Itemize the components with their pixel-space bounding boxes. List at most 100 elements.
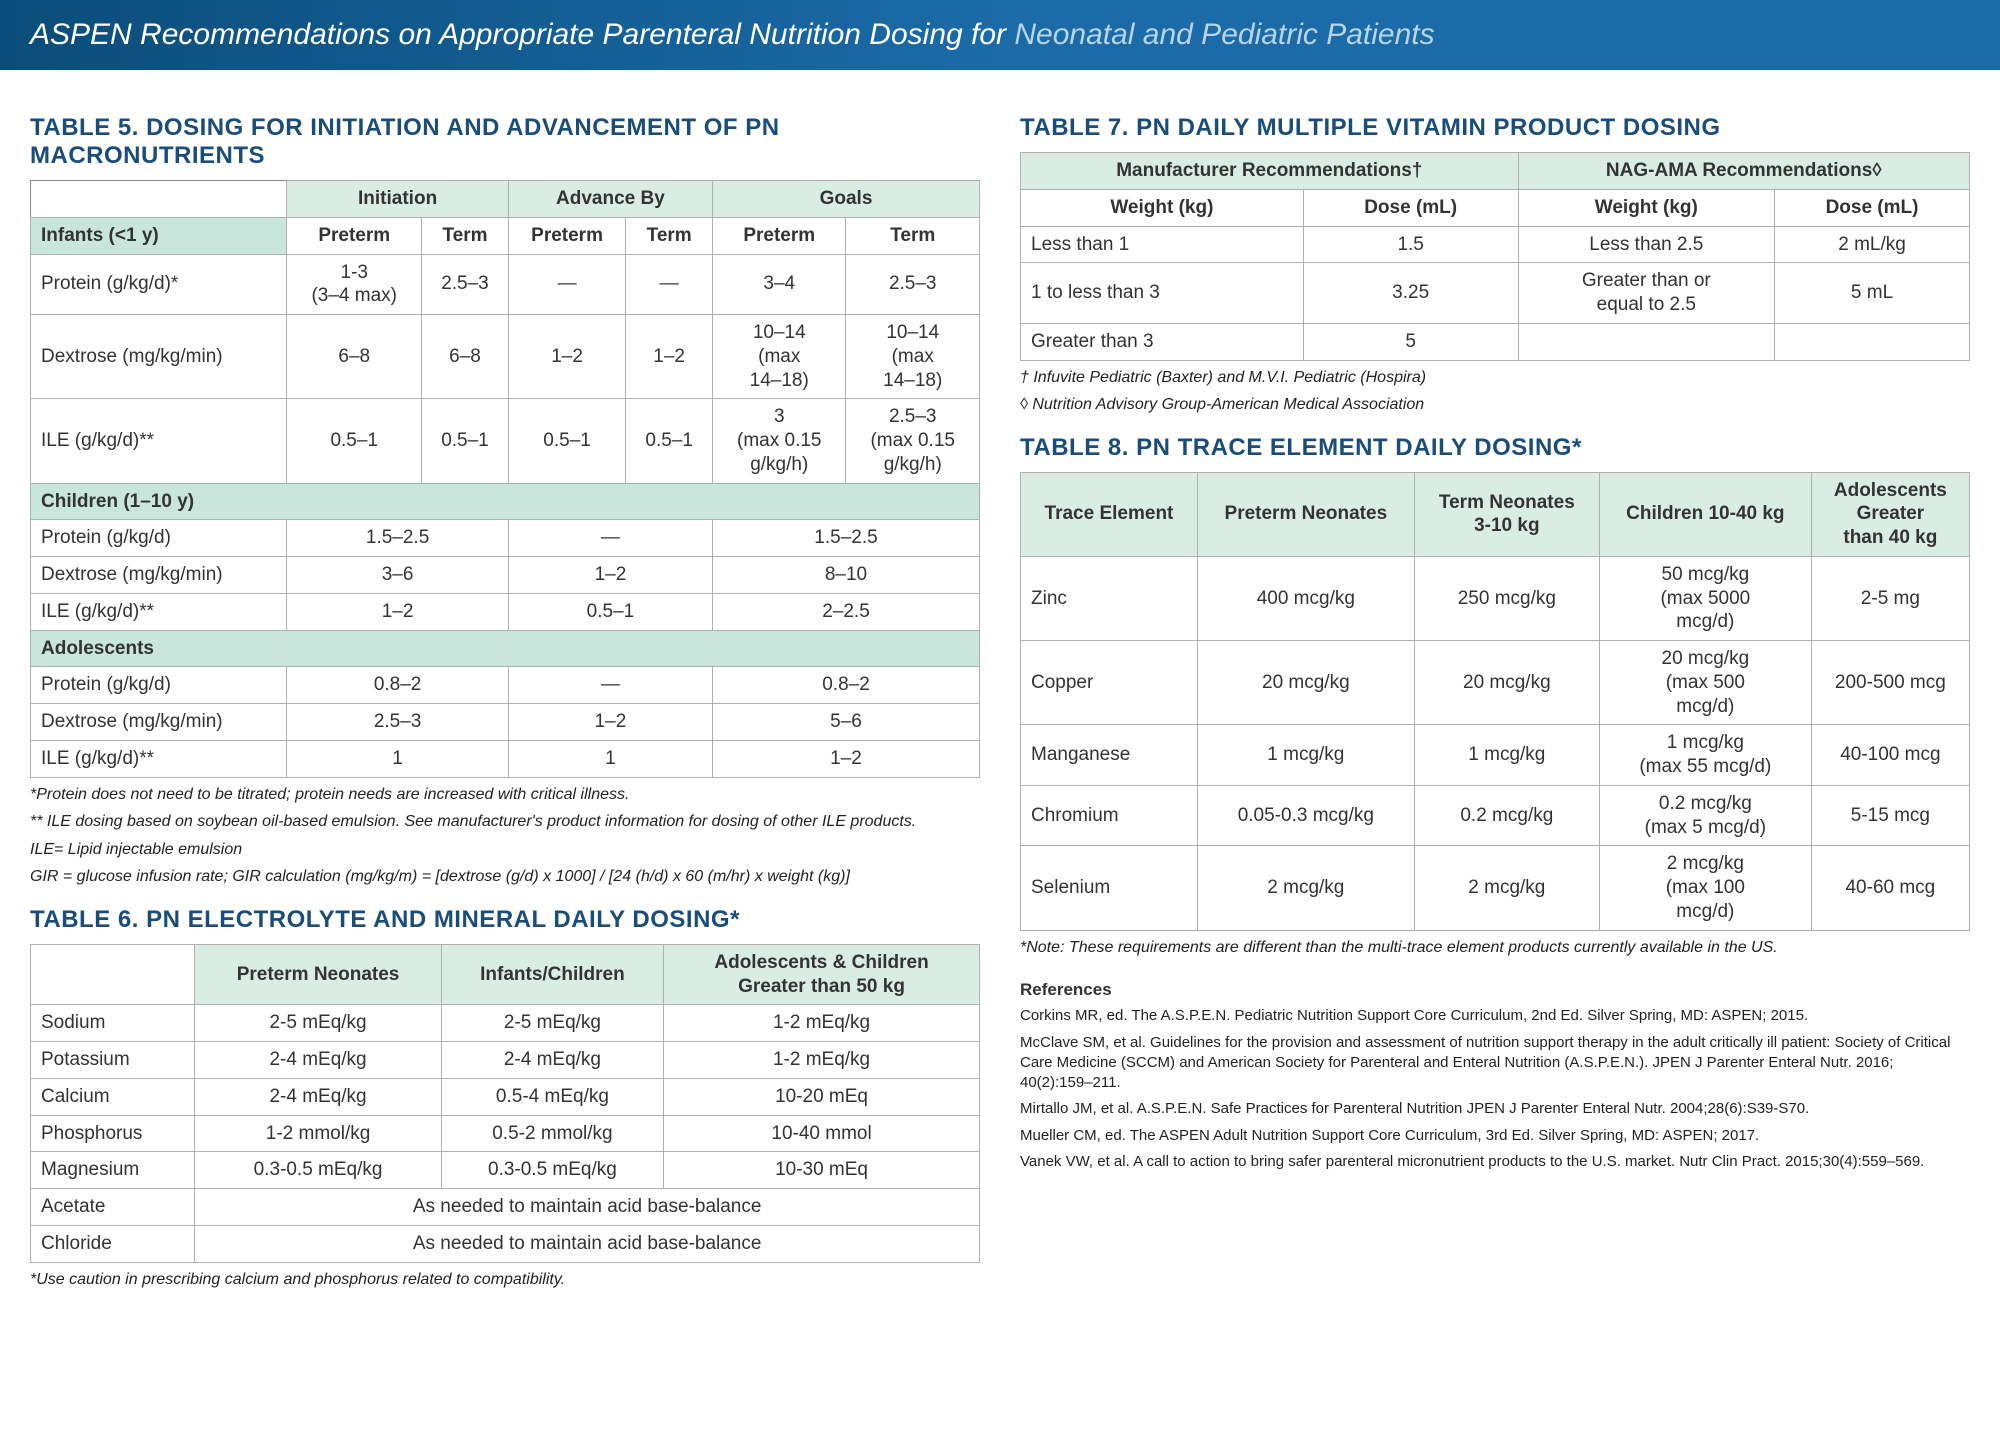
table-cell: 10–14(max14–18): [846, 315, 980, 399]
reference-item: Vanek VW, et al. A call to action to bri…: [1020, 1152, 1970, 1172]
footnote: ◊ Nutrition Advisory Group-American Medi…: [1020, 394, 1970, 416]
footnote: † Infuvite Pediatric (Baxter) and M.V.I.…: [1020, 367, 1970, 389]
table-cell: 250 mcg/kg: [1414, 556, 1599, 640]
references-title: References: [1020, 980, 1970, 1000]
table-cell: 2-4 mEq/kg: [195, 1042, 441, 1079]
table-cell: 0.05-0.3 mcg/kg: [1197, 785, 1414, 846]
table-cell: 2 mL/kg: [1775, 226, 1970, 263]
table-row-label: Magnesium: [31, 1152, 195, 1189]
table-cell: 1–2: [713, 740, 980, 777]
table-cell: 2–2.5: [713, 593, 980, 630]
table-cell: 1-2 mEq/kg: [664, 1005, 980, 1042]
table-cell: 2.5–3: [287, 704, 509, 741]
table-cell: 6–8: [422, 315, 509, 399]
table-cell: 2.5–3: [846, 254, 980, 315]
t5-group-1: Advance By: [508, 181, 712, 218]
table-row-label: Sodium: [31, 1005, 195, 1042]
table-cell: 20 mcg/kg: [1197, 641, 1414, 725]
t5-sec2: Adolescents: [31, 630, 980, 667]
table-row-label: Protein (g/kg/d): [31, 667, 287, 704]
col-header: Children 10-40 kg: [1599, 472, 1811, 556]
table-cell: 40-60 mcg: [1811, 846, 1969, 930]
table-cell: 1–2: [508, 557, 712, 594]
table-cell: 5-15 mcg: [1811, 785, 1969, 846]
table8-title: TABLE 8. PN TRACE ELEMENT DAILY DOSING*: [1020, 434, 1970, 462]
table-row-label: Protein (g/kg/d): [31, 520, 287, 557]
table-cell: 400 mcg/kg: [1197, 556, 1414, 640]
table-row-label: ILE (g/kg/d)**: [31, 399, 287, 483]
table-row-label: Chloride: [31, 1225, 195, 1262]
col-header: Trace Element: [1021, 472, 1198, 556]
table-cell: 5–6: [713, 704, 980, 741]
table-cell: 20 mcg/kg: [1414, 641, 1599, 725]
table-cell: 10–14(max14–18): [713, 315, 846, 399]
right-column: TABLE 7. PN DAILY MULTIPLE VITAMIN PRODU…: [1020, 96, 1970, 1290]
table6-title: TABLE 6. PN ELECTROLYTE AND MINERAL DAIL…: [30, 906, 980, 934]
table-cell: 0.3-0.5 mEq/kg: [195, 1152, 441, 1189]
table-cell: 5: [1303, 323, 1518, 360]
table-row-label: Selenium: [1021, 846, 1198, 930]
table-cell: 1.5–2.5: [287, 520, 509, 557]
table-cell: 1–2: [287, 593, 509, 630]
table-cell: 50 mcg/kg(max 5000mcg/d): [1599, 556, 1811, 640]
footnote: *Protein does not need to be titrated; p…: [30, 784, 980, 806]
col-header: Preterm Neonates: [1197, 472, 1414, 556]
footnote: GIR = glucose infusion rate; GIR calcula…: [30, 866, 980, 888]
table-cell: 2.5–3(max 0.15g/kg/h): [846, 399, 980, 483]
reference-item: McClave SM, et al. Guidelines for the pr…: [1020, 1033, 1970, 1094]
table-cell: 2 mcg/kg(max 100mcg/d): [1599, 846, 1811, 930]
table-cell: 3(max 0.15g/kg/h): [713, 399, 846, 483]
references-list: Corkins MR, ed. The A.S.P.E.N. Pediatric…: [1020, 1006, 1970, 1172]
header-main: ASPEN Recommendations on Appropriate Par…: [30, 18, 1014, 51]
col-header: Infants/Children: [441, 944, 663, 1005]
table-cell: 40-100 mcg: [1811, 725, 1969, 786]
table-row-label: ILE (g/kg/d)**: [31, 740, 287, 777]
t6-footnote: *Use caution in prescribing calcium and …: [30, 1269, 980, 1291]
table-cell: 2-5 mEq/kg: [195, 1005, 441, 1042]
table-cell: Less than 1: [1021, 226, 1304, 263]
table-cell: 0.2 mcg/kg: [1414, 785, 1599, 846]
table-cell: 2-5 mg: [1811, 556, 1969, 640]
table5: Initiation Advance By Goals Infants (<1 …: [30, 180, 980, 778]
table-row-label: Dextrose (mg/kg/min): [31, 557, 287, 594]
table-row-label: Copper: [1021, 641, 1198, 725]
t7-g1: NAG-AMA Recommendations◊: [1518, 153, 1969, 190]
table-cell: 1.5–2.5: [713, 520, 980, 557]
table-cell: 2-4 mEq/kg: [195, 1078, 441, 1115]
table-cell: 1: [508, 740, 712, 777]
table-cell: 2 mcg/kg: [1414, 846, 1599, 930]
footnote: ** ILE dosing based on soybean oil-based…: [30, 811, 980, 833]
table-cell: 3.25: [1303, 263, 1518, 324]
table-cell: As needed to maintain acid base-balance: [195, 1225, 980, 1262]
table5-title: TABLE 5. DOSING FOR INITIATION AND ADVAN…: [30, 114, 980, 170]
table-cell: 1 mcg/kg: [1197, 725, 1414, 786]
table-cell: 10-20 mEq: [664, 1078, 980, 1115]
t5-sec1: Children (1–10 y): [31, 483, 980, 520]
table-row-label: ILE (g/kg/d)**: [31, 593, 287, 630]
t8-footnote: *Note: These requirements are different …: [1020, 937, 1970, 959]
col-header: Weight (kg): [1518, 189, 1774, 226]
table-row-label: Dextrose (mg/kg/min): [31, 704, 287, 741]
table-cell: 2-4 mEq/kg: [441, 1042, 663, 1079]
table-cell: 6–8: [287, 315, 422, 399]
table-cell: 1 mcg/kg: [1414, 725, 1599, 786]
table-cell: —: [508, 667, 712, 704]
page-header: ASPEN Recommendations on Appropriate Par…: [0, 0, 2000, 76]
table-cell: 0.5–1: [287, 399, 422, 483]
table-cell: 0.2 mcg/kg(max 5 mcg/d): [1599, 785, 1811, 846]
table-cell: As needed to maintain acid base-balance: [195, 1189, 980, 1226]
table-cell: [1518, 323, 1774, 360]
table-row-label: Manganese: [1021, 725, 1198, 786]
t7-g0: Manufacturer Recommendations†: [1021, 153, 1519, 190]
table-cell: —: [626, 254, 713, 315]
table-row-label: Acetate: [31, 1189, 195, 1226]
table6: Preterm NeonatesInfants/ChildrenAdolesce…: [30, 944, 980, 1263]
table-cell: 10-30 mEq: [664, 1152, 980, 1189]
table-cell: 0.3-0.5 mEq/kg: [441, 1152, 663, 1189]
table-cell: Less than 2.5: [1518, 226, 1774, 263]
table-cell: Greater than 3: [1021, 323, 1304, 360]
table-row-label: Calcium: [31, 1078, 195, 1115]
table-row-label: Protein (g/kg/d)*: [31, 254, 287, 315]
table-cell: 8–10: [713, 557, 980, 594]
table-cell: 0.5–1: [508, 399, 625, 483]
